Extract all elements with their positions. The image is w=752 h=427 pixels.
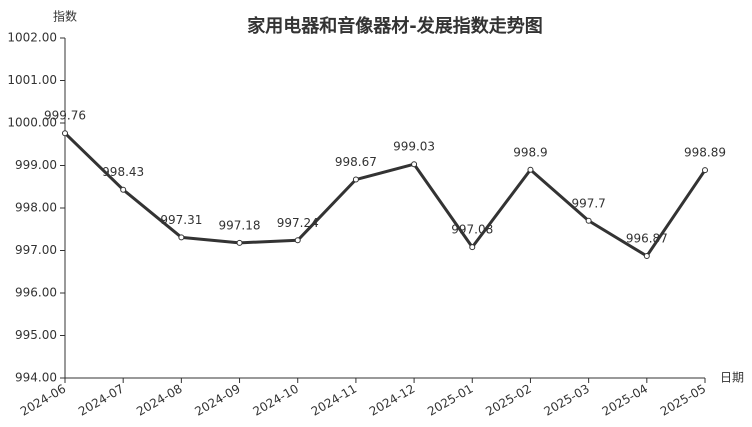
x-tick-label: 2025-05 <box>658 382 708 419</box>
data-label: 999.76 <box>44 109 86 123</box>
data-label: 997.18 <box>219 218 261 232</box>
x-tick-label: 2024-10 <box>251 382 301 419</box>
x-tick-label: 2024-07 <box>76 382 126 419</box>
y-tick-label: 1001.00 <box>7 73 57 87</box>
x-tick-label: 2024-08 <box>134 382 184 419</box>
y-tick-label: 994.00 <box>15 371 57 385</box>
point <box>411 161 418 168</box>
chart-title: 家用电器和音像器材-发展指数走势图 <box>247 15 542 37</box>
y-tick-label: 999.00 <box>15 158 57 172</box>
data-label: 997.31 <box>160 213 202 227</box>
y-tick-label: 1000.00 <box>7 116 57 130</box>
x-axis-label: 日期 <box>720 371 744 385</box>
point <box>236 239 243 246</box>
x-tick-label: 2025-02 <box>483 382 533 419</box>
point <box>352 176 359 183</box>
point <box>585 217 592 224</box>
data-label: 997.7 <box>571 196 605 210</box>
y-axis-label: 指数 <box>53 9 77 24</box>
y-tick-label: 995.00 <box>15 328 57 342</box>
data-label: 998.89 <box>684 146 726 160</box>
point <box>527 166 534 173</box>
data-label: 999.03 <box>393 140 435 154</box>
x-tick-label: 2024-11 <box>309 382 359 419</box>
point <box>294 237 301 244</box>
y-tick-label: 997.00 <box>15 243 57 257</box>
point <box>120 186 127 193</box>
data-label: 998.43 <box>102 165 144 179</box>
data-label: 997.08 <box>451 223 493 237</box>
point <box>469 244 476 251</box>
y-tick-label: 996.00 <box>15 286 57 300</box>
x-tick-label: 2024-12 <box>367 382 417 419</box>
x-tick-label: 2025-04 <box>600 382 650 419</box>
data-label: 998.67 <box>335 155 377 169</box>
x-tick-label: 2025-01 <box>425 382 475 419</box>
line <box>63 132 707 258</box>
point <box>178 234 185 241</box>
x-tick-label: 2025-03 <box>541 382 591 419</box>
y-tick-label: 998.00 <box>15 201 57 215</box>
point <box>702 167 708 174</box>
data-label: 998.9 <box>513 145 547 159</box>
x-tick-label: 2024-06 <box>18 382 68 419</box>
data-label: 997.24 <box>277 216 319 230</box>
point <box>62 130 68 137</box>
point <box>643 253 650 260</box>
y-tick-label: 1002.00 <box>7 31 57 45</box>
x-tick-label: 2024-09 <box>192 382 242 419</box>
data-label: 996.87 <box>626 232 668 246</box>
